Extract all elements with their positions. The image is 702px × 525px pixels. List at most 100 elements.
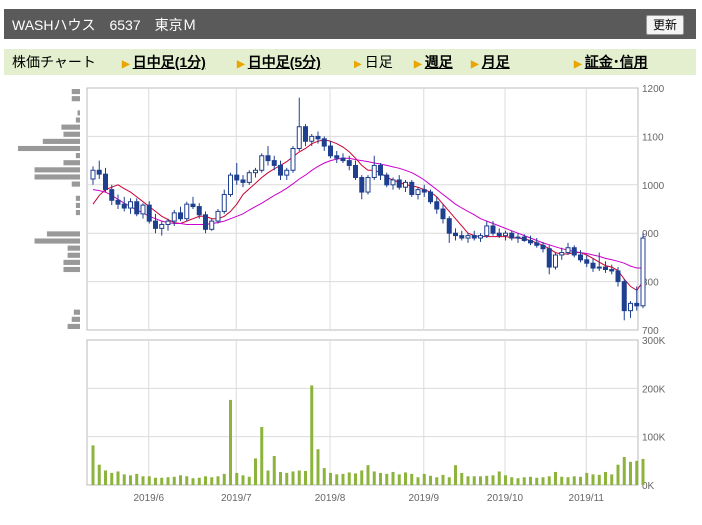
candle-body xyxy=(409,181,415,195)
candle-body xyxy=(590,262,596,269)
candle-body xyxy=(446,218,452,234)
candle-body xyxy=(509,232,515,239)
candle-body xyxy=(634,302,640,307)
candle-body xyxy=(484,225,490,237)
candle-body xyxy=(515,236,521,239)
volume-bar xyxy=(585,472,589,485)
price-tick-label: 800 xyxy=(642,278,659,289)
price-tick-label: 1100 xyxy=(642,132,664,143)
volume-bar xyxy=(610,474,614,485)
volume-bar xyxy=(497,471,501,485)
candle-body xyxy=(459,235,465,239)
volume-bar xyxy=(266,470,270,485)
candle-body xyxy=(296,126,302,150)
volume-bar xyxy=(435,477,439,485)
refresh-button[interactable]: 更新 xyxy=(645,15,684,35)
volume-bar xyxy=(347,472,351,485)
nav-label: 日中足(5分) xyxy=(247,54,321,70)
candle-body xyxy=(259,155,265,171)
volume-bar xyxy=(104,470,107,485)
volume-bar xyxy=(641,458,645,485)
nav-daily: ▶ 日足 xyxy=(354,49,393,75)
volume-bar xyxy=(141,476,145,485)
volume-bar xyxy=(616,464,620,485)
volume-bar xyxy=(635,460,639,485)
nav-label: 月足 xyxy=(481,54,510,70)
volume-bar xyxy=(335,474,339,485)
candle-body xyxy=(315,135,321,140)
volume-bar xyxy=(310,385,314,485)
volume-bar xyxy=(179,475,182,485)
nav-margin[interactable]: ▶ 証金･信用 xyxy=(574,49,648,75)
volume-bar xyxy=(222,473,226,485)
arrow-right-icon: ▶ xyxy=(471,59,479,70)
volume-bar xyxy=(97,464,101,485)
volume-bar xyxy=(204,476,207,485)
candle-body xyxy=(165,220,171,225)
volume-bar xyxy=(591,474,595,485)
candle-body xyxy=(321,138,327,147)
volume-bar xyxy=(135,473,139,485)
price-tick-label: 900 xyxy=(642,229,659,240)
candle-body xyxy=(546,248,552,268)
volume-bar xyxy=(279,471,282,485)
volume-bar xyxy=(547,476,551,485)
volume-bar xyxy=(122,474,126,485)
candle-body xyxy=(209,220,215,230)
price-axis: 1200 1100 1000 900 800 700 xyxy=(642,84,665,337)
volume-profile-bar xyxy=(75,210,80,216)
candle-body xyxy=(203,214,208,230)
volume-bar xyxy=(360,470,364,485)
candle-body xyxy=(384,174,390,186)
candle-body xyxy=(309,135,315,142)
volume-profile-bar xyxy=(61,124,80,130)
volume-bar xyxy=(366,465,370,485)
candle-body xyxy=(196,206,202,216)
volume-bar xyxy=(504,475,507,485)
date-tick-label: 2019/7 xyxy=(221,493,252,504)
volume-profile-bar xyxy=(18,145,80,152)
candle-body xyxy=(596,266,602,269)
volume-bar xyxy=(254,458,257,485)
nav-intraday-5min[interactable]: ▶ 日中足(5分) xyxy=(237,49,321,75)
volume-bar xyxy=(116,471,120,485)
candle-body xyxy=(121,203,127,209)
volume-profile-bar xyxy=(75,202,80,208)
volume-bar xyxy=(172,476,176,485)
price-tick-label: 1200 xyxy=(642,84,665,95)
candlesticks xyxy=(90,97,646,321)
volume-bar xyxy=(147,476,151,485)
candle-body xyxy=(246,172,252,183)
candle-body xyxy=(190,203,196,208)
nav-intraday-1min[interactable]: ▶ 日中足(1分) xyxy=(122,49,206,75)
candle-body xyxy=(584,259,590,264)
volume-bar xyxy=(354,473,357,485)
volume-profile-bar xyxy=(63,266,80,273)
candle-body xyxy=(253,169,258,174)
volume-bar xyxy=(522,477,526,485)
candle-body xyxy=(90,169,96,180)
volume-profile-bar xyxy=(71,89,80,95)
volume-bar xyxy=(604,471,607,485)
volume-bar xyxy=(185,476,189,485)
volume-profile-bar xyxy=(63,131,80,137)
nav-monthly[interactable]: ▶ 月足 xyxy=(471,49,510,75)
candle-body xyxy=(403,181,408,188)
candle-body xyxy=(434,201,440,210)
candle-body xyxy=(290,148,296,171)
volume-bar xyxy=(272,456,276,485)
arrow-right-icon: ▶ xyxy=(574,59,582,70)
volume-bar xyxy=(516,478,520,485)
candle-body xyxy=(553,254,558,268)
volume-bar xyxy=(285,472,289,485)
candle-body xyxy=(228,174,233,195)
arrow-right-icon: ▶ xyxy=(122,59,130,70)
nav-weekly[interactable]: ▶ 週足 xyxy=(414,49,453,75)
volume-axis: 300K 200K 100K 0K xyxy=(642,336,666,492)
header: WASHハウス 6537 東京Ｍ 更新 xyxy=(0,0,702,42)
date-tick-label: 2019/9 xyxy=(408,493,439,504)
volume-bar xyxy=(372,471,376,485)
volume-bar xyxy=(479,476,482,485)
volume-bar xyxy=(129,475,132,485)
candle-body xyxy=(478,235,483,239)
